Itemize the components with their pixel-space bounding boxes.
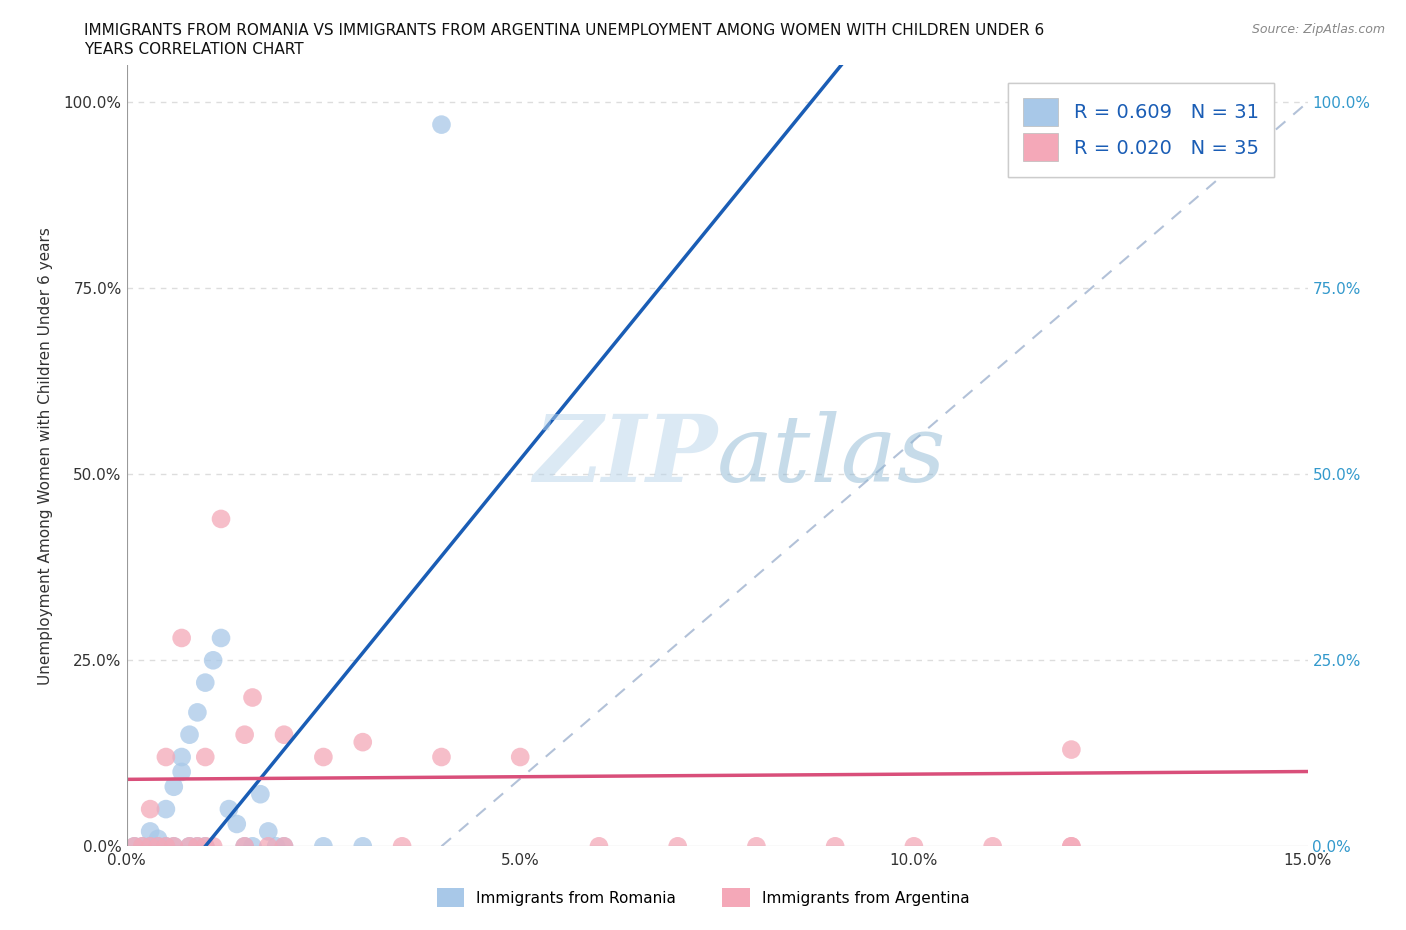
Point xyxy=(824,839,846,854)
Point xyxy=(666,839,689,854)
Point xyxy=(124,839,146,854)
Legend: Immigrants from Romania, Immigrants from Argentina: Immigrants from Romania, Immigrants from… xyxy=(430,883,976,913)
Point xyxy=(163,839,186,854)
Point xyxy=(352,735,374,750)
Point xyxy=(202,839,225,854)
Text: IMMIGRANTS FROM ROMANIA VS IMMIGRANTS FROM ARGENTINA UNEMPLOYMENT AMONG WOMEN WI: IMMIGRANTS FROM ROMANIA VS IMMIGRANTS FR… xyxy=(84,23,1045,38)
Point xyxy=(981,839,1004,854)
Point xyxy=(273,839,295,854)
Point xyxy=(233,727,256,742)
Point xyxy=(312,839,335,854)
Point xyxy=(273,839,295,854)
Point xyxy=(139,839,162,854)
Point xyxy=(257,839,280,854)
Point xyxy=(430,750,453,764)
Point xyxy=(186,839,208,854)
Point xyxy=(155,839,177,854)
Point xyxy=(194,839,217,854)
Point xyxy=(242,839,264,854)
Point xyxy=(249,787,271,802)
Point xyxy=(257,824,280,839)
Point xyxy=(209,512,232,526)
Legend: R = 0.609   N = 31, R = 0.020   N = 35: R = 0.609 N = 31, R = 0.020 N = 35 xyxy=(1008,83,1274,177)
Point xyxy=(186,705,208,720)
Point xyxy=(745,839,768,854)
Point xyxy=(155,839,177,854)
Point xyxy=(202,653,225,668)
Point xyxy=(131,839,153,854)
Point xyxy=(163,839,186,854)
Point xyxy=(155,750,177,764)
Point xyxy=(242,690,264,705)
Point xyxy=(209,631,232,645)
Point xyxy=(124,839,146,854)
Point xyxy=(588,839,610,854)
Point xyxy=(163,779,186,794)
Point xyxy=(1060,839,1083,854)
Point xyxy=(312,750,335,764)
Point xyxy=(352,839,374,854)
Point xyxy=(131,839,153,854)
Point xyxy=(186,839,208,854)
Point xyxy=(233,839,256,854)
Point xyxy=(509,750,531,764)
Point xyxy=(225,817,247,831)
Point xyxy=(170,750,193,764)
Point xyxy=(194,675,217,690)
Text: YEARS CORRELATION CHART: YEARS CORRELATION CHART xyxy=(84,42,304,57)
Point xyxy=(233,839,256,854)
Point xyxy=(218,802,240,817)
Point xyxy=(146,839,169,854)
Point xyxy=(170,764,193,779)
Point xyxy=(391,839,413,854)
Point xyxy=(179,839,201,854)
Point xyxy=(179,727,201,742)
Point xyxy=(903,839,925,854)
Point xyxy=(194,839,217,854)
Point xyxy=(1060,742,1083,757)
Point xyxy=(139,839,162,854)
Text: atlas: atlas xyxy=(717,411,946,500)
Point xyxy=(273,727,295,742)
Point xyxy=(1060,839,1083,854)
Point xyxy=(430,117,453,132)
Point xyxy=(264,839,287,854)
Y-axis label: Unemployment Among Women with Children Under 6 years: Unemployment Among Women with Children U… xyxy=(38,227,52,684)
Text: Source: ZipAtlas.com: Source: ZipAtlas.com xyxy=(1251,23,1385,36)
Point xyxy=(194,750,217,764)
Point xyxy=(146,831,169,846)
Point xyxy=(170,631,193,645)
Point xyxy=(155,802,177,817)
Point xyxy=(139,802,162,817)
Text: ZIP: ZIP xyxy=(533,411,717,500)
Point xyxy=(179,839,201,854)
Point xyxy=(139,824,162,839)
Point xyxy=(146,839,169,854)
